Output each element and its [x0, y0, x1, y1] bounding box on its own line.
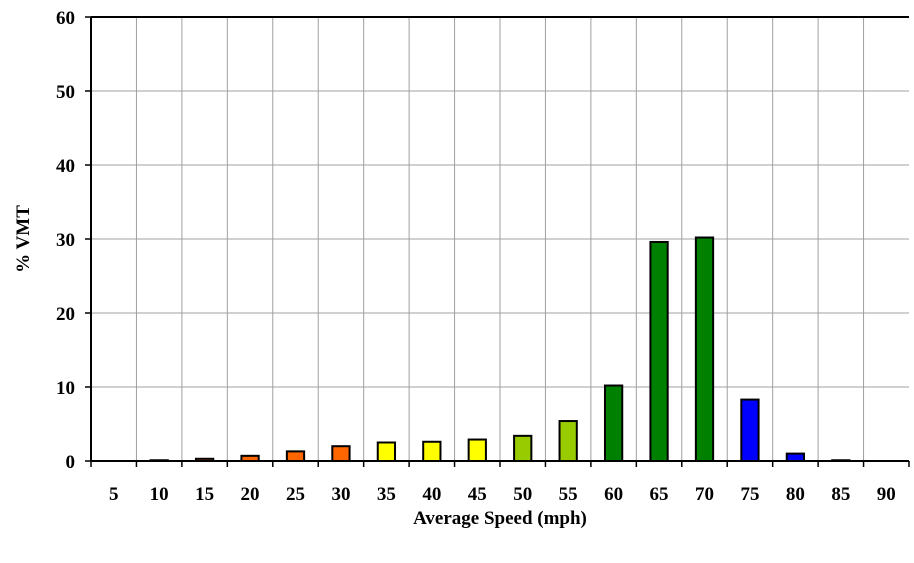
- bar-75: [740, 398, 760, 462]
- x-tick-label: 80: [786, 484, 805, 505]
- plot-area: [90, 16, 909, 463]
- x-tick-label: 50: [513, 484, 532, 505]
- y-tick-label: 40: [56, 156, 75, 177]
- y-tick-label: 30: [56, 230, 75, 251]
- y-tick-label: 0: [66, 452, 76, 473]
- x-tick-label: 70: [695, 484, 714, 505]
- x-tick-label: 55: [559, 484, 578, 505]
- bar-70: [694, 236, 715, 462]
- x-tick-label: 90: [877, 484, 896, 505]
- bar-55: [558, 420, 578, 463]
- x-tick-label: 25: [286, 484, 305, 505]
- x-tick-label: 5: [109, 484, 119, 505]
- x-tick-label: 10: [150, 484, 169, 505]
- y-tick-label: 50: [56, 82, 75, 103]
- bar-35: [376, 441, 397, 462]
- x-tick-label: 85: [831, 484, 850, 505]
- bar-25: [285, 450, 306, 463]
- bar-30: [331, 445, 351, 463]
- bar-80: [785, 452, 806, 463]
- y-tick-label: 10: [56, 378, 75, 399]
- x-axis-ticks: 5 10 15 20 25 30 35 40 45 50 55 60 65 70 75 80 85 90: [90, 461, 910, 505]
- x-axis-title: Average Speed (mph): [413, 508, 587, 529]
- bars: [149, 236, 851, 463]
- bar-60: [603, 384, 624, 462]
- x-tick-label: 35: [377, 484, 396, 505]
- x-tick-label: 75: [740, 484, 759, 505]
- x-tick-label: 40: [422, 484, 441, 505]
- x-tick-label: 20: [241, 484, 260, 505]
- bar-40: [422, 440, 442, 463]
- bar-50: [513, 434, 533, 462]
- y-tick-label: 60: [56, 8, 75, 29]
- bar-45: [467, 438, 487, 463]
- bar-65: [649, 240, 669, 462]
- x-tick-label: 30: [331, 484, 350, 505]
- x-tick-label: 60: [604, 484, 623, 505]
- y-axis-title: % VMT: [13, 205, 34, 273]
- x-tick-label: 45: [468, 484, 487, 505]
- x-tick-label: 65: [650, 484, 669, 505]
- y-axis-ticks: 0 10 20 30 40 50 60: [56, 8, 91, 473]
- gridlines: [91, 17, 909, 461]
- y-tick-label: 20: [56, 304, 75, 325]
- x-tick-label: 15: [195, 484, 214, 505]
